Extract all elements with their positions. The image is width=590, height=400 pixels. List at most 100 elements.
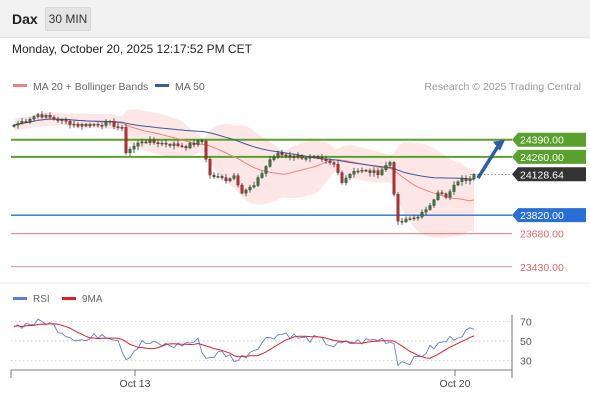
candle-body <box>316 156 320 158</box>
rsi-ma-legend-swatch <box>62 297 76 300</box>
rsi-ma-line <box>13 323 475 359</box>
forecast-arrow-shaft <box>476 143 501 180</box>
candle-body <box>136 142 140 147</box>
candle-body <box>12 124 16 127</box>
rsi-tick-30: 30 <box>520 355 532 367</box>
candle-body <box>444 193 448 198</box>
candle-body <box>64 119 68 122</box>
candle-body <box>172 143 176 146</box>
candle-body <box>460 178 464 182</box>
candle-body <box>248 186 252 191</box>
candle-body <box>16 123 20 126</box>
forecast-arrow <box>476 139 505 180</box>
candle-body <box>436 192 440 200</box>
candle-body <box>376 170 380 175</box>
candle-body <box>256 177 260 186</box>
candle-body <box>60 119 64 121</box>
candle-body <box>36 114 40 117</box>
candle-body <box>268 159 272 167</box>
candle-body <box>156 142 160 145</box>
candle-body <box>20 121 24 124</box>
candle-body <box>208 159 212 176</box>
candle-body <box>132 145 136 150</box>
candle-body <box>184 146 188 149</box>
candle-body <box>356 170 360 173</box>
candle-body <box>324 159 328 161</box>
level-tag-24390 <box>512 132 586 147</box>
level-tag-23820 <box>512 208 586 223</box>
candle-body <box>140 141 144 144</box>
candle-body <box>192 143 196 145</box>
candle-body <box>204 140 208 160</box>
candle-body <box>116 126 120 128</box>
candle-body <box>408 218 412 220</box>
candle-body <box>456 181 460 186</box>
candle-body <box>264 166 268 174</box>
candle-body <box>424 209 428 213</box>
candle-body <box>284 154 288 157</box>
time-tick-label-0: Oct 13 <box>120 378 151 390</box>
candle-body <box>400 220 404 223</box>
level-label-23430: 23430.00 <box>520 262 564 274</box>
candle-body <box>180 145 184 148</box>
candle-body <box>344 177 348 183</box>
candle-body <box>124 127 128 154</box>
candle-body <box>336 164 340 173</box>
rsi-ma-legend-label: 9MA <box>82 294 103 305</box>
candle-body <box>388 162 392 166</box>
candle-body <box>188 143 192 149</box>
timeframe-button[interactable]: 30 MIN <box>45 7 91 31</box>
candle-body <box>56 118 60 121</box>
candle-body <box>368 170 372 173</box>
candle-body <box>72 123 76 126</box>
ma50-legend-swatch <box>155 84 169 87</box>
candle-body <box>76 123 80 127</box>
candle-body <box>308 156 312 159</box>
candle-body <box>220 176 224 178</box>
instrument-name: Dax <box>12 11 38 27</box>
rsi-tick-50: 50 <box>520 336 532 348</box>
candle-body <box>260 173 264 178</box>
level-tag-24260 <box>512 149 586 164</box>
bollinger-bands <box>14 109 474 238</box>
level-label-23820: 23820.00 <box>520 210 564 222</box>
candle-body <box>364 170 368 172</box>
candle-body <box>404 218 408 223</box>
candle-body <box>224 177 228 182</box>
candle-body <box>92 124 96 126</box>
candle-body <box>380 169 384 175</box>
candle-body <box>328 160 332 163</box>
candle-body <box>468 178 472 181</box>
candle-body <box>232 175 236 179</box>
candle-body <box>104 121 108 126</box>
ma20-legend-swatch <box>13 84 27 87</box>
candle-body <box>312 156 316 158</box>
candle-body <box>372 170 376 173</box>
candle-body <box>236 175 240 186</box>
candle-body <box>416 216 420 219</box>
candle-body <box>432 199 436 206</box>
candle-body <box>428 205 432 210</box>
candle-body <box>164 142 168 145</box>
level-label-24390: 24390.00 <box>520 135 564 147</box>
candle-body <box>40 114 44 118</box>
last-price-tag <box>512 167 586 182</box>
candle-body <box>304 158 308 160</box>
candle-body <box>152 139 156 143</box>
candle-body <box>200 140 204 142</box>
candle-body <box>244 189 248 194</box>
candle-body <box>320 157 324 160</box>
rsi-legend-swatch <box>13 297 27 300</box>
candle-body <box>32 116 36 120</box>
level-label-23680: 23680.00 <box>520 229 564 241</box>
candle-body <box>348 174 352 179</box>
candle-body <box>420 212 424 218</box>
candle-body <box>44 115 48 118</box>
candle-body <box>120 127 124 129</box>
candle-body <box>128 149 132 154</box>
candle-body <box>240 184 244 194</box>
candle-body <box>292 156 296 158</box>
candle-body <box>212 174 216 177</box>
rsi-line <box>13 318 475 367</box>
